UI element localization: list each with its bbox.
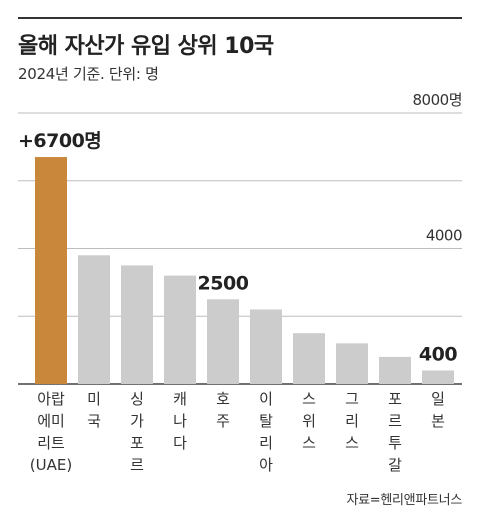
category-label: 위	[302, 412, 316, 430]
category-label: 포	[130, 434, 144, 452]
category-label: 싱	[130, 390, 144, 408]
category-label: 르	[130, 456, 144, 474]
category-label: 스	[302, 390, 316, 408]
data-label: 400	[419, 343, 457, 365]
category-label: 스	[345, 434, 359, 452]
bar	[379, 356, 411, 384]
category-label: 국	[87, 412, 101, 430]
title-rule	[18, 17, 462, 19]
category-label: 탈	[259, 412, 273, 430]
data-label: 2500	[198, 272, 249, 294]
category-label: (UAE)	[30, 456, 72, 474]
category-label: 이	[259, 390, 273, 408]
bars	[35, 157, 454, 384]
category-label: 다	[173, 434, 187, 452]
bar	[78, 255, 110, 384]
data-label: +6700명	[18, 130, 101, 152]
y-tick-label: 8000명	[413, 91, 462, 109]
category-label: 포	[388, 390, 402, 408]
category-label: 갈	[388, 456, 402, 474]
category-label: 르	[388, 412, 402, 430]
chart-subtitle: 2024년 기준. 단위: 명	[18, 65, 159, 83]
data-labels: +6700명 2500 400	[18, 130, 458, 365]
category-label: 투	[388, 434, 402, 452]
category-label: 리트	[37, 434, 65, 452]
category-label: 리	[345, 412, 359, 430]
bar	[250, 309, 282, 384]
bar	[293, 333, 325, 384]
bar	[422, 370, 454, 384]
category-label: 리	[259, 434, 273, 452]
category-label: 주	[216, 412, 230, 430]
bar	[336, 343, 368, 384]
category-label: 본	[431, 412, 445, 430]
category-label: 그	[345, 390, 359, 408]
bar	[121, 265, 153, 384]
category-label: 나	[173, 412, 187, 430]
bar	[164, 275, 196, 384]
category-label: 에미	[37, 412, 65, 430]
bar	[35, 157, 67, 384]
tick-labels: 4000 8000명	[413, 91, 463, 245]
category-label: 스	[302, 434, 316, 452]
category-label: 아	[259, 456, 273, 474]
category-label: 일	[431, 390, 445, 408]
bar	[207, 299, 239, 384]
category-label: 캐	[173, 390, 187, 408]
y-tick-label: 4000	[426, 227, 462, 245]
chart-title: 올해 자산가 유입 상위 10국	[18, 34, 274, 59]
category-label: 아랍	[37, 390, 65, 408]
category-label: 호	[216, 390, 230, 408]
source-note: 자료=헨리앤파트너스	[346, 493, 462, 508]
category-label: 미	[87, 390, 101, 408]
category-label: 가	[130, 412, 144, 430]
